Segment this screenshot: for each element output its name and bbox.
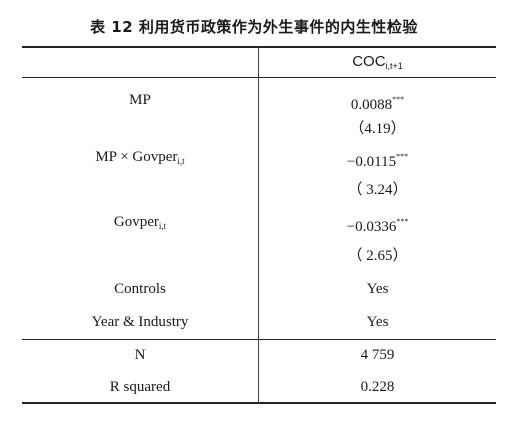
row-value: −0.0336 <box>346 219 397 235</box>
header-subscript: i,t+1 <box>385 61 403 71</box>
row-label: Year & Industry <box>91 314 189 330</box>
row-value-cell: 4 759 <box>259 345 496 365</box>
row-value: 4 759 <box>360 347 395 363</box>
significance-stars: *** <box>396 217 409 226</box>
row-value-cell: −0.0336*** <box>259 212 496 237</box>
bottom-rule <box>22 402 496 404</box>
row-value-cell: −0.0115*** <box>259 147 496 172</box>
row-value: Yes <box>366 281 389 297</box>
header-cell: COCi,t+1 <box>259 52 496 76</box>
row-value-cell: Yes <box>259 279 496 299</box>
significance-stars: *** <box>392 95 405 104</box>
row-label: Controls <box>114 281 166 297</box>
top-rule <box>22 46 496 48</box>
row-value-cell: Yes <box>259 312 496 332</box>
table-title: 表 12 利用货币政策作为外生事件的内生性检验 <box>90 18 418 36</box>
row-value: （ 3.24） <box>347 182 408 198</box>
row-value: 0.0088 <box>350 97 393 113</box>
row-label-cell: MP × Govperi,t <box>22 147 258 171</box>
row-label: R squared <box>109 379 171 395</box>
row-label-cell: Year & Industry <box>22 312 258 332</box>
row-value-cell: （4.19） <box>259 119 496 139</box>
row-value: −0.0115 <box>346 154 397 170</box>
row-label-cell: N <box>22 345 258 365</box>
row-label-subscript: i,t <box>158 221 167 231</box>
row-label-subscript: i,t <box>177 156 185 166</box>
row-label: MP × Govper <box>95 149 178 165</box>
row-label-cell: R squared <box>22 377 258 397</box>
row-value-cell: （ 2.65） <box>259 246 496 266</box>
row-label-cell: Govperi,t <box>22 212 258 236</box>
row-value: （4.19） <box>349 121 406 137</box>
header-text: COC <box>352 53 386 70</box>
column-divider <box>258 47 259 403</box>
row-label: MP <box>129 92 151 108</box>
mid-rule <box>22 339 496 340</box>
row-value-cell: 0.0088*** <box>259 90 496 115</box>
row-value-cell: 0.228 <box>259 377 496 397</box>
row-label-cell: Controls <box>22 279 258 299</box>
header-rule <box>22 77 496 78</box>
row-label: N <box>134 347 146 363</box>
row-label-cell: MP <box>22 90 258 110</box>
row-value-cell: （ 3.24） <box>259 180 496 200</box>
row-value: 0.228 <box>360 379 395 395</box>
row-value: Yes <box>366 314 389 330</box>
row-label: Govper <box>113 214 159 230</box>
significance-stars: *** <box>396 152 409 161</box>
row-value: （ 2.65） <box>347 248 408 264</box>
